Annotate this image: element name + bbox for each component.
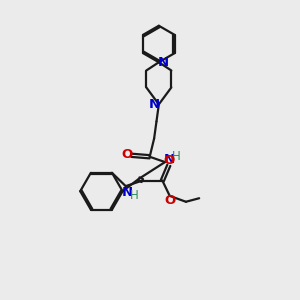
Text: O: O xyxy=(164,194,176,207)
Text: N: N xyxy=(149,98,160,111)
Text: N: N xyxy=(158,56,169,69)
Text: N: N xyxy=(122,186,133,199)
Text: O: O xyxy=(122,148,133,161)
Text: O: O xyxy=(163,154,175,167)
Text: N: N xyxy=(164,153,175,166)
Text: H: H xyxy=(130,189,138,202)
Text: H: H xyxy=(172,150,180,163)
